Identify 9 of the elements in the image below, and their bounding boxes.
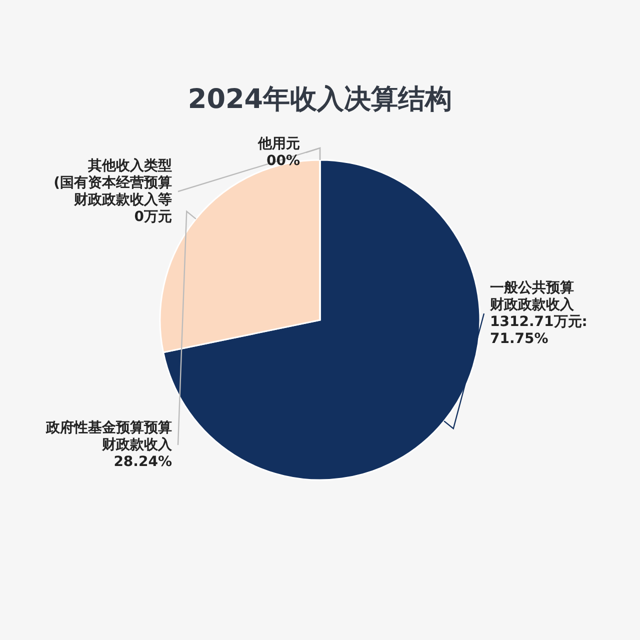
slice-label: 政府性基金预算预算财政款收入	[45, 419, 173, 453]
data-label: 1312.71万元: 71.75%	[490, 314, 588, 347]
category-label: 其他收入类型(国有资本经营预算财政政款收入等	[54, 158, 172, 208]
slice-label: 一般公共预算财政政款收入	[489, 280, 575, 313]
chart-title: 2024年收入决算结构	[188, 84, 452, 115]
text: 0万元	[134, 209, 172, 225]
data-label: 28.24%	[114, 454, 172, 470]
text: 00%	[266, 153, 300, 169]
category-label: 他用元	[258, 136, 300, 152]
